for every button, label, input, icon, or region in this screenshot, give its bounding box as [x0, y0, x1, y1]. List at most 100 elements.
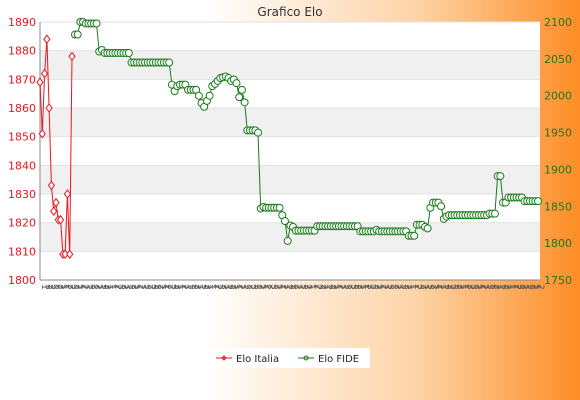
- x-tick-label: 1: [309, 284, 319, 290]
- x-tick-label: 2: [62, 284, 72, 290]
- x-tick-label: 1: [508, 284, 518, 290]
- x-tick-label: 2: [512, 284, 522, 290]
- x-tick-label: 3: [142, 284, 152, 290]
- x-tick-label: 1: [532, 284, 542, 290]
- left-tick-label: 1850: [8, 131, 36, 144]
- x-tick-label: 2: [379, 284, 389, 290]
- x-tick-label: 2: [102, 284, 112, 290]
- x-tick-label: 2: [152, 284, 162, 290]
- point-elo-italia: [40, 68, 49, 79]
- point-elo-italia: [45, 103, 53, 113]
- x-tick-label: 2: [279, 284, 289, 290]
- point-elo-italia: [56, 214, 65, 225]
- x-tick-label: 1: [482, 284, 492, 290]
- x-tick-label: 2: [518, 284, 528, 290]
- x-tick-label: 2: [66, 284, 76, 290]
- x-tick-label: 3: [49, 284, 59, 290]
- x-tick-label: 2: [262, 284, 272, 290]
- x-tick-label: 2: [418, 284, 428, 290]
- right-tick-label: 1900: [544, 163, 572, 176]
- point-elo-fide: [534, 197, 542, 206]
- x-tick-label: 1: [205, 284, 215, 290]
- x-tick-label: 3: [116, 284, 126, 290]
- x-tick-label: 1: [522, 284, 532, 290]
- x-tick-label: 1: [159, 284, 169, 290]
- x-tick-label: 3: [525, 284, 535, 290]
- x-tick-label: 2: [92, 284, 102, 290]
- point-elo-italia: [50, 206, 58, 217]
- x-tick-label: 1: [332, 284, 342, 290]
- x-tick-label: 3: [515, 284, 525, 290]
- x-axis: 1323221223212132213211232132121323221223…: [39, 284, 545, 290]
- right-tick-label: 2100: [544, 16, 572, 29]
- x-tick-label: 2: [112, 284, 122, 290]
- x-tick-label: 2: [389, 284, 399, 290]
- x-tick-label: 2: [272, 284, 282, 290]
- x-tick-label: 1: [375, 284, 385, 290]
- x-tick-label: 1: [395, 284, 405, 290]
- x-tick-label: 2: [229, 284, 239, 290]
- x-tick-label: 1: [438, 284, 448, 290]
- x-tick-label: 3: [468, 284, 478, 290]
- x-tick-label: 1: [232, 284, 242, 290]
- x-tick-label: 1: [59, 284, 69, 290]
- point-elo-fide: [437, 202, 446, 211]
- point-elo-fide: [254, 128, 263, 137]
- point-elo-fide: [165, 58, 174, 67]
- x-tick-label: 3: [225, 284, 235, 290]
- x-tick-label: 3: [99, 284, 109, 290]
- point-elo-fide: [124, 48, 133, 57]
- x-tick-label: 2: [492, 284, 502, 290]
- x-tick-label: 2: [265, 284, 275, 290]
- series: [36, 18, 542, 260]
- x-tick-label: 1: [122, 284, 132, 290]
- right-tick-label: 1800: [544, 237, 572, 250]
- legend: Elo Italia Elo FIDE: [210, 348, 370, 368]
- left-tick-label: 1810: [8, 245, 36, 258]
- left-tick-label: 1830: [8, 188, 36, 201]
- x-tick-label: 3: [485, 284, 495, 290]
- x-tick-label: 1: [475, 284, 485, 290]
- x-tick-label: 1: [259, 284, 269, 290]
- x-tick-label: 1: [305, 284, 315, 290]
- left-tick-label: 1870: [8, 73, 36, 86]
- x-tick-label: 1: [239, 284, 249, 290]
- point-elo-italia: [68, 51, 76, 62]
- x-tick-label: 1: [339, 284, 349, 290]
- x-tick-label: 3: [425, 284, 435, 290]
- x-tick-label: 1: [322, 284, 332, 290]
- point-elo-fide: [235, 93, 244, 102]
- x-tick-label: 3: [185, 284, 195, 290]
- x-tick-label: 1: [195, 284, 205, 290]
- x-tick-label: 1: [359, 284, 369, 290]
- grid-band: [40, 108, 540, 137]
- x-tick-label: 2: [319, 284, 329, 290]
- x-tick-label: 3: [126, 284, 136, 290]
- x-tick-label: 2: [462, 284, 472, 290]
- grid-band: [40, 165, 540, 194]
- x-tick-label: 2: [219, 284, 229, 290]
- x-tick-label: 3: [199, 284, 209, 290]
- x-tick-label: 2: [352, 284, 362, 290]
- legend-entry-elo-italia: Elo Italia: [216, 354, 279, 365]
- x-tick-label: 3: [299, 284, 309, 290]
- x-tick-label: 3: [269, 284, 279, 290]
- x-tick-label: 2: [119, 284, 129, 290]
- x-tick-label: 2: [172, 284, 182, 290]
- x-tick-label: 2: [365, 284, 375, 290]
- x-tick-label: 3: [242, 284, 252, 290]
- x-tick-label: 1: [382, 284, 392, 290]
- x-tick-label: 2: [56, 284, 66, 290]
- point-elo-italia: [63, 189, 72, 199]
- x-tick-label: 2: [252, 284, 262, 290]
- x-tick-label: 2: [292, 284, 302, 290]
- legend-label-elo-italia: Elo Italia: [236, 354, 279, 365]
- x-tick-label: 1: [405, 284, 415, 290]
- x-tick-label: 2: [435, 284, 445, 290]
- x-tick-label: 2: [235, 284, 245, 290]
- x-tick-label: 1: [458, 284, 468, 290]
- right-tick-label: 1750: [544, 274, 572, 287]
- x-tick-label: 3: [215, 284, 225, 290]
- x-tick-label: 3: [69, 284, 79, 290]
- right-axis: 1750 1800 1850 1900 1950 2000 2050 2100: [544, 16, 572, 287]
